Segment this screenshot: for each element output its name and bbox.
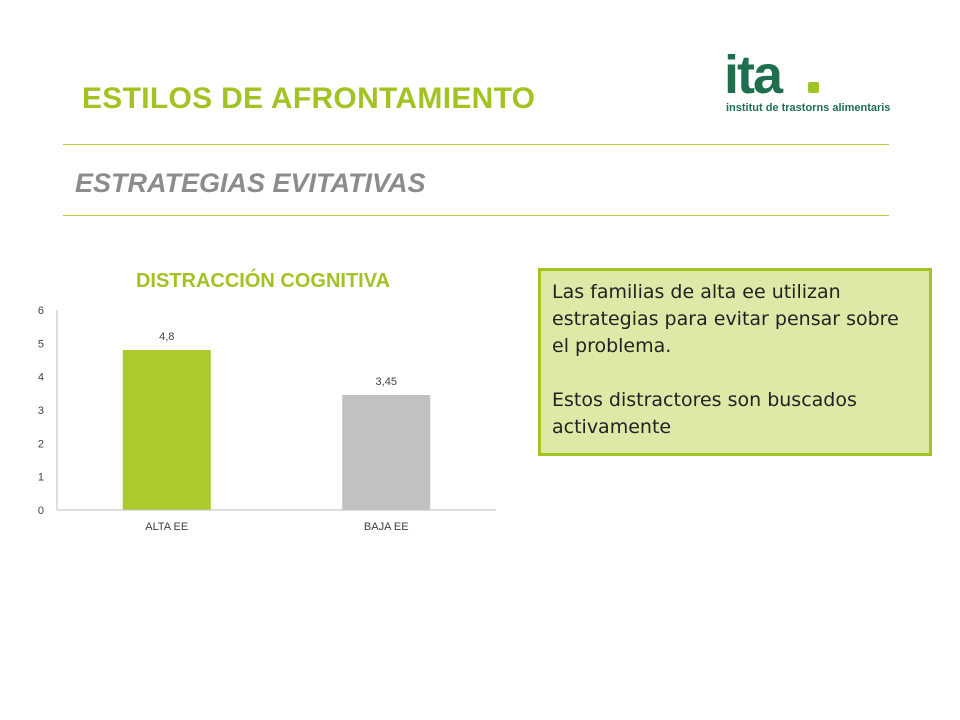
x-tick-label: BAJA EE — [364, 521, 409, 533]
y-tick-label: 1 — [38, 472, 44, 484]
data-label: 4,8 — [159, 331, 174, 343]
y-tick-label: 4 — [38, 372, 44, 384]
data-label: 3,45 — [376, 376, 397, 388]
y-tick-label: 2 — [38, 438, 44, 450]
ita-logo: ita institut de trastorns alimentaris — [724, 45, 899, 122]
logo-tagline: institut de trastorns alimentaris — [726, 102, 891, 114]
divider-top — [63, 144, 889, 145]
chart-canvas: DISTRACCIÓN COGNITIVA 0 1 2 3 4 5 6 4,8 3,45 AL… — [38, 268, 496, 533]
logo-dot-icon — [808, 82, 819, 93]
slide-title: ESTILOS DE AFRONTAMIENTO — [82, 82, 536, 115]
divider-bottom — [63, 215, 889, 216]
note-box: Las familias de alta ee utilizan estrate… — [538, 268, 932, 456]
y-axis: 0 1 2 3 4 5 6 — [38, 305, 58, 517]
x-tick-label: ALTA EE — [145, 521, 188, 533]
note-paragraph-1: Las familias de alta ee utilizan estrate… — [552, 281, 899, 357]
y-tick-label: 0 — [38, 505, 44, 517]
bar — [342, 395, 431, 510]
slide-subtitle: ESTRATEGIAS EVITATIVAS — [75, 168, 426, 198]
y-tick-label: 6 — [38, 305, 44, 317]
bar-chart: DISTRACCIÓN COGNITIVA 0 1 2 3 4 5 6 4,8 3,45 AL… — [20, 255, 510, 555]
note-paragraph-2: Estos distractores son buscados activame… — [552, 389, 857, 438]
bar — [122, 350, 211, 510]
bars: 4,8 3,45 — [122, 331, 431, 510]
x-axis: ALTA EE BAJA EE — [57, 509, 496, 533]
y-tick-label: 3 — [38, 405, 44, 417]
chart-title: DISTRACCIÓN COGNITIVA — [136, 268, 390, 292]
y-tick-label: 5 — [38, 338, 44, 350]
logo-wordmark: ita — [724, 45, 783, 105]
